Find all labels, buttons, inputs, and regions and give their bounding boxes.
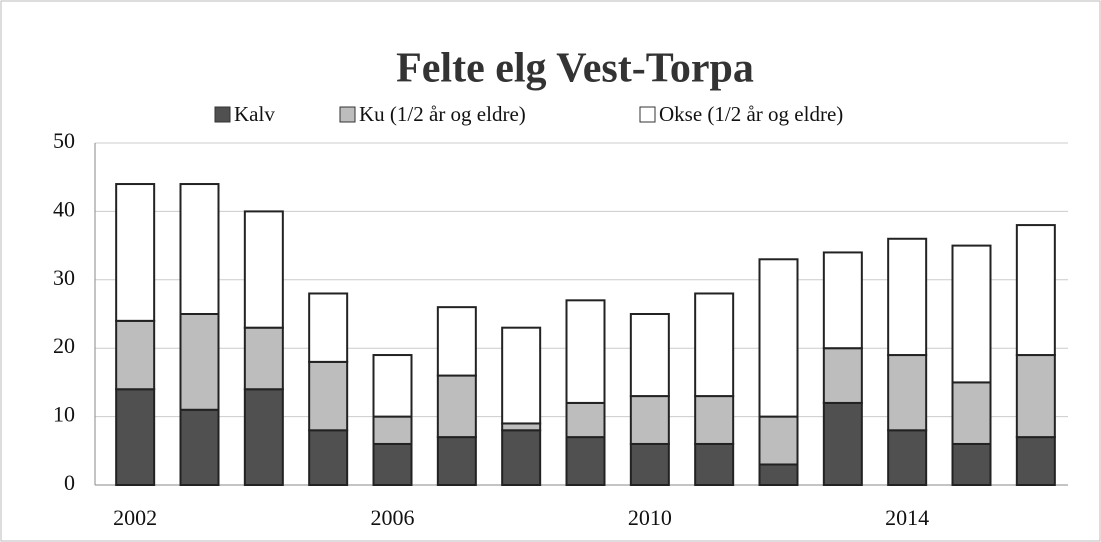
chart-title: Felte elg Vest-Torpa [396, 46, 754, 92]
bar-segment [822, 251, 863, 350]
x-tick-label: 2010 [628, 505, 672, 530]
bar-segment [501, 326, 542, 425]
bar-segment [179, 408, 220, 487]
y-tick-label: 30 [53, 265, 75, 290]
bar-segment [501, 422, 542, 432]
bar-segment [243, 326, 284, 391]
bar-segment [179, 313, 220, 411]
bar-segment [951, 442, 992, 486]
legend-swatch [339, 106, 356, 123]
bar-segment [887, 237, 928, 357]
bar-segment [758, 463, 799, 487]
bar-segment [436, 436, 477, 486]
bar-segment [565, 401, 606, 439]
bar-segment [372, 354, 413, 418]
bar-segment [565, 299, 606, 404]
bar-segment [243, 388, 284, 486]
bar-segment [115, 183, 156, 322]
bar-segment [887, 429, 928, 486]
bar-segment [115, 319, 156, 391]
bar-segment [372, 442, 413, 486]
y-tick-label: 20 [53, 333, 75, 358]
bar-segment [694, 292, 735, 398]
bar-segment [822, 401, 863, 487]
bar-segment [308, 292, 349, 363]
bar-segment [822, 347, 863, 404]
bar-segment [694, 442, 735, 486]
legend-label: Kalv [234, 102, 275, 126]
bar-segment [629, 313, 670, 398]
y-tick-label: 10 [53, 402, 75, 427]
bar-segment [501, 429, 542, 486]
bar-segment [243, 210, 284, 329]
bar-segment [1015, 224, 1056, 357]
bar-segment [115, 388, 156, 486]
y-tick-label: 40 [53, 196, 75, 221]
bar-segment [629, 395, 670, 445]
bar-segment [1015, 436, 1056, 486]
x-tick-label: 2006 [371, 505, 415, 530]
bar-segment [951, 244, 992, 384]
bar-segment [308, 360, 349, 432]
legend-label: Ku (1/2 år og eldre) [359, 102, 526, 126]
bar-segment [436, 374, 477, 439]
x-tick-label: 2002 [113, 505, 157, 530]
bar-segment [436, 306, 477, 377]
y-tick-label: 0 [64, 470, 75, 495]
x-tick-label: 2014 [885, 505, 929, 530]
bar-segment [629, 442, 670, 486]
bar-segment [951, 381, 992, 445]
y-tick-label: 50 [53, 128, 75, 153]
bar-segment [308, 429, 349, 486]
legend-label: Okse (1/2 år og eldre) [659, 102, 843, 126]
bar-segment [179, 183, 220, 315]
legend-swatch [639, 106, 656, 123]
bar-segment [887, 354, 928, 432]
bar-segment [372, 415, 413, 445]
legend-swatch [214, 106, 231, 123]
bar-segment [565, 436, 606, 486]
bar-segment [1015, 354, 1056, 439]
bar-segment [758, 258, 799, 418]
bar-segment [758, 415, 799, 466]
bar-segment [694, 395, 735, 445]
